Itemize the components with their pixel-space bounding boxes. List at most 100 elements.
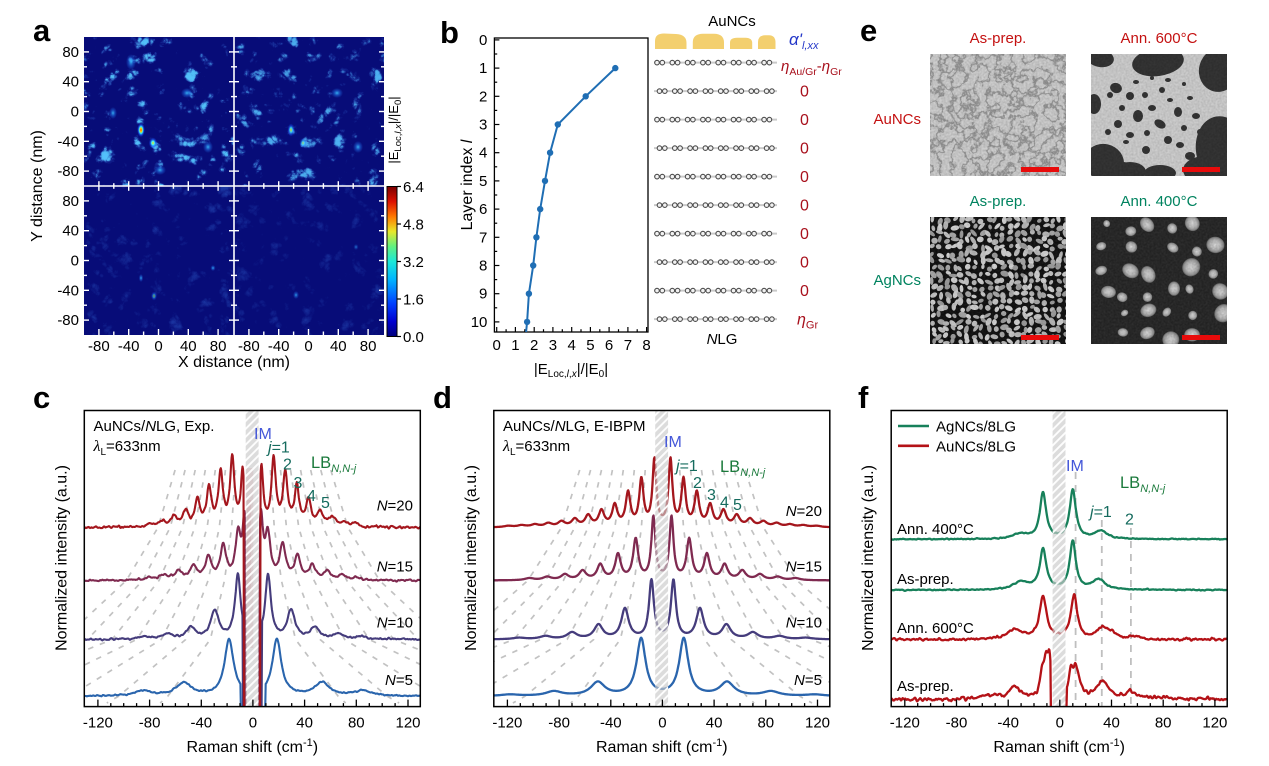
- svg-text:Raman shift (cm-1): Raman shift (cm-1): [993, 737, 1125, 756]
- svg-text:0: 0: [800, 84, 809, 101]
- svg-text:1: 1: [511, 337, 519, 354]
- svg-text:AuNCs/NLG, E-IBPM: AuNCs/NLG, E-IBPM: [503, 418, 646, 435]
- svg-text:ηGr: ηGr: [797, 312, 818, 332]
- svg-text:As-prep.: As-prep.: [897, 678, 954, 695]
- svg-text:IM: IM: [254, 426, 272, 443]
- svg-text:120: 120: [395, 715, 420, 732]
- svg-text:40: 40: [62, 223, 79, 240]
- svg-text:N=5: N=5: [794, 672, 822, 689]
- svg-text:Ann. 400°C: Ann. 400°C: [1121, 193, 1198, 210]
- svg-text:0: 0: [154, 338, 162, 355]
- svg-text:5: 5: [586, 337, 594, 354]
- svg-text:80: 80: [348, 715, 365, 732]
- svg-text:Raman shift (cm-1): Raman shift (cm-1): [187, 737, 319, 756]
- svg-text:-80: -80: [57, 312, 79, 329]
- svg-text:2: 2: [1125, 512, 1134, 529]
- svg-text:0: 0: [479, 32, 487, 49]
- svg-text:d: d: [433, 380, 452, 415]
- svg-text:80: 80: [62, 193, 79, 210]
- svg-text:e: e: [860, 13, 877, 48]
- svg-text:Layer index l: Layer index l: [459, 139, 476, 230]
- svg-text:0: 0: [800, 198, 809, 215]
- svg-text:ηAu/Gr-ηGr: ηAu/Gr-ηGr: [781, 58, 842, 78]
- svg-text:-40: -40: [268, 338, 290, 355]
- svg-text:80: 80: [62, 44, 79, 61]
- svg-text:0: 0: [71, 104, 79, 121]
- svg-text:6.4: 6.4: [403, 179, 424, 196]
- svg-text:N=15: N=15: [377, 559, 413, 576]
- svg-text:3: 3: [294, 475, 303, 492]
- svg-text:0.0: 0.0: [403, 329, 424, 346]
- svg-text:0: 0: [1056, 715, 1064, 732]
- svg-text:λL=633nm: λL=633nm: [502, 438, 570, 458]
- svg-text:2: 2: [479, 88, 487, 105]
- svg-text:N=10: N=10: [786, 615, 822, 632]
- svg-text:IM: IM: [664, 434, 682, 451]
- svg-text:-40: -40: [57, 133, 79, 150]
- svg-text:0: 0: [800, 141, 809, 158]
- svg-text:-40: -40: [997, 715, 1019, 732]
- svg-text:Normalized intensity (a.u.): Normalized intensity (a.u.): [53, 465, 70, 651]
- svg-text:4: 4: [720, 495, 729, 512]
- svg-text:80: 80: [1155, 715, 1172, 732]
- svg-text:40: 40: [330, 338, 347, 355]
- svg-text:4.8: 4.8: [403, 217, 424, 234]
- svg-text:1: 1: [479, 60, 487, 77]
- svg-text:2: 2: [693, 475, 702, 492]
- svg-text:Normalized intensity (a.u.): Normalized intensity (a.u.): [860, 465, 877, 651]
- svg-text:j=1: j=1: [1088, 504, 1112, 521]
- svg-text:-80: -80: [946, 715, 968, 732]
- svg-text:80: 80: [210, 338, 227, 355]
- svg-text:Ann. 400°C: Ann. 400°C: [897, 521, 974, 538]
- svg-text:AuNCs/8LG: AuNCs/8LG: [936, 438, 1016, 455]
- svg-text:3.2: 3.2: [403, 254, 424, 271]
- svg-text:2: 2: [530, 337, 538, 354]
- svg-text:IM: IM: [1066, 458, 1084, 475]
- svg-text:3: 3: [479, 117, 487, 134]
- svg-text:NLG: NLG: [707, 331, 738, 348]
- svg-text:0: 0: [249, 715, 257, 732]
- svg-text:As-prep.: As-prep.: [970, 193, 1027, 210]
- svg-text:-120: -120: [492, 715, 522, 732]
- svg-text:j=1: j=1: [266, 440, 290, 457]
- svg-text:9: 9: [479, 286, 487, 303]
- svg-text:2: 2: [283, 457, 292, 474]
- svg-text:f: f: [858, 380, 869, 415]
- svg-text:-80: -80: [548, 715, 570, 732]
- svg-text:Raman shift (cm-1): Raman shift (cm-1): [596, 737, 728, 756]
- svg-text:0: 0: [658, 715, 666, 732]
- svg-text:40: 40: [180, 338, 197, 355]
- svg-text:N=15: N=15: [786, 559, 822, 576]
- svg-text:3: 3: [549, 337, 557, 354]
- svg-text:4: 4: [479, 145, 487, 162]
- svg-text:8: 8: [642, 337, 650, 354]
- svg-text:0: 0: [71, 253, 79, 270]
- svg-text:40: 40: [296, 715, 313, 732]
- svg-text:0: 0: [800, 169, 809, 186]
- svg-text:N=20: N=20: [377, 498, 413, 515]
- svg-text:-80: -80: [88, 338, 110, 355]
- svg-text:-40: -40: [118, 338, 140, 355]
- svg-text:Y distance (nm): Y distance (nm): [29, 130, 46, 242]
- svg-text:-80: -80: [139, 715, 161, 732]
- svg-text:c: c: [33, 380, 50, 415]
- svg-text:AuNCs: AuNCs: [873, 111, 921, 128]
- svg-text:0: 0: [800, 255, 809, 272]
- svg-text:80: 80: [757, 715, 774, 732]
- svg-text:Normalized intensity (a.u.): Normalized intensity (a.u.): [463, 465, 480, 651]
- svg-text:3: 3: [707, 487, 716, 504]
- svg-text:Ann. 600°C: Ann. 600°C: [1121, 30, 1198, 47]
- svg-text:6: 6: [479, 201, 487, 218]
- svg-text:120: 120: [1202, 715, 1227, 732]
- svg-text:X distance (nm): X distance (nm): [178, 354, 290, 371]
- svg-text:a: a: [33, 13, 51, 48]
- svg-text:0: 0: [304, 338, 312, 355]
- svg-text:7: 7: [479, 229, 487, 246]
- svg-text:5: 5: [733, 497, 742, 514]
- svg-text:8: 8: [479, 258, 487, 275]
- svg-text:Ann. 600°C: Ann. 600°C: [897, 620, 974, 637]
- svg-text:40: 40: [62, 74, 79, 91]
- svg-text:-80: -80: [238, 338, 260, 355]
- svg-text:-40: -40: [57, 282, 79, 299]
- svg-text:6: 6: [605, 337, 613, 354]
